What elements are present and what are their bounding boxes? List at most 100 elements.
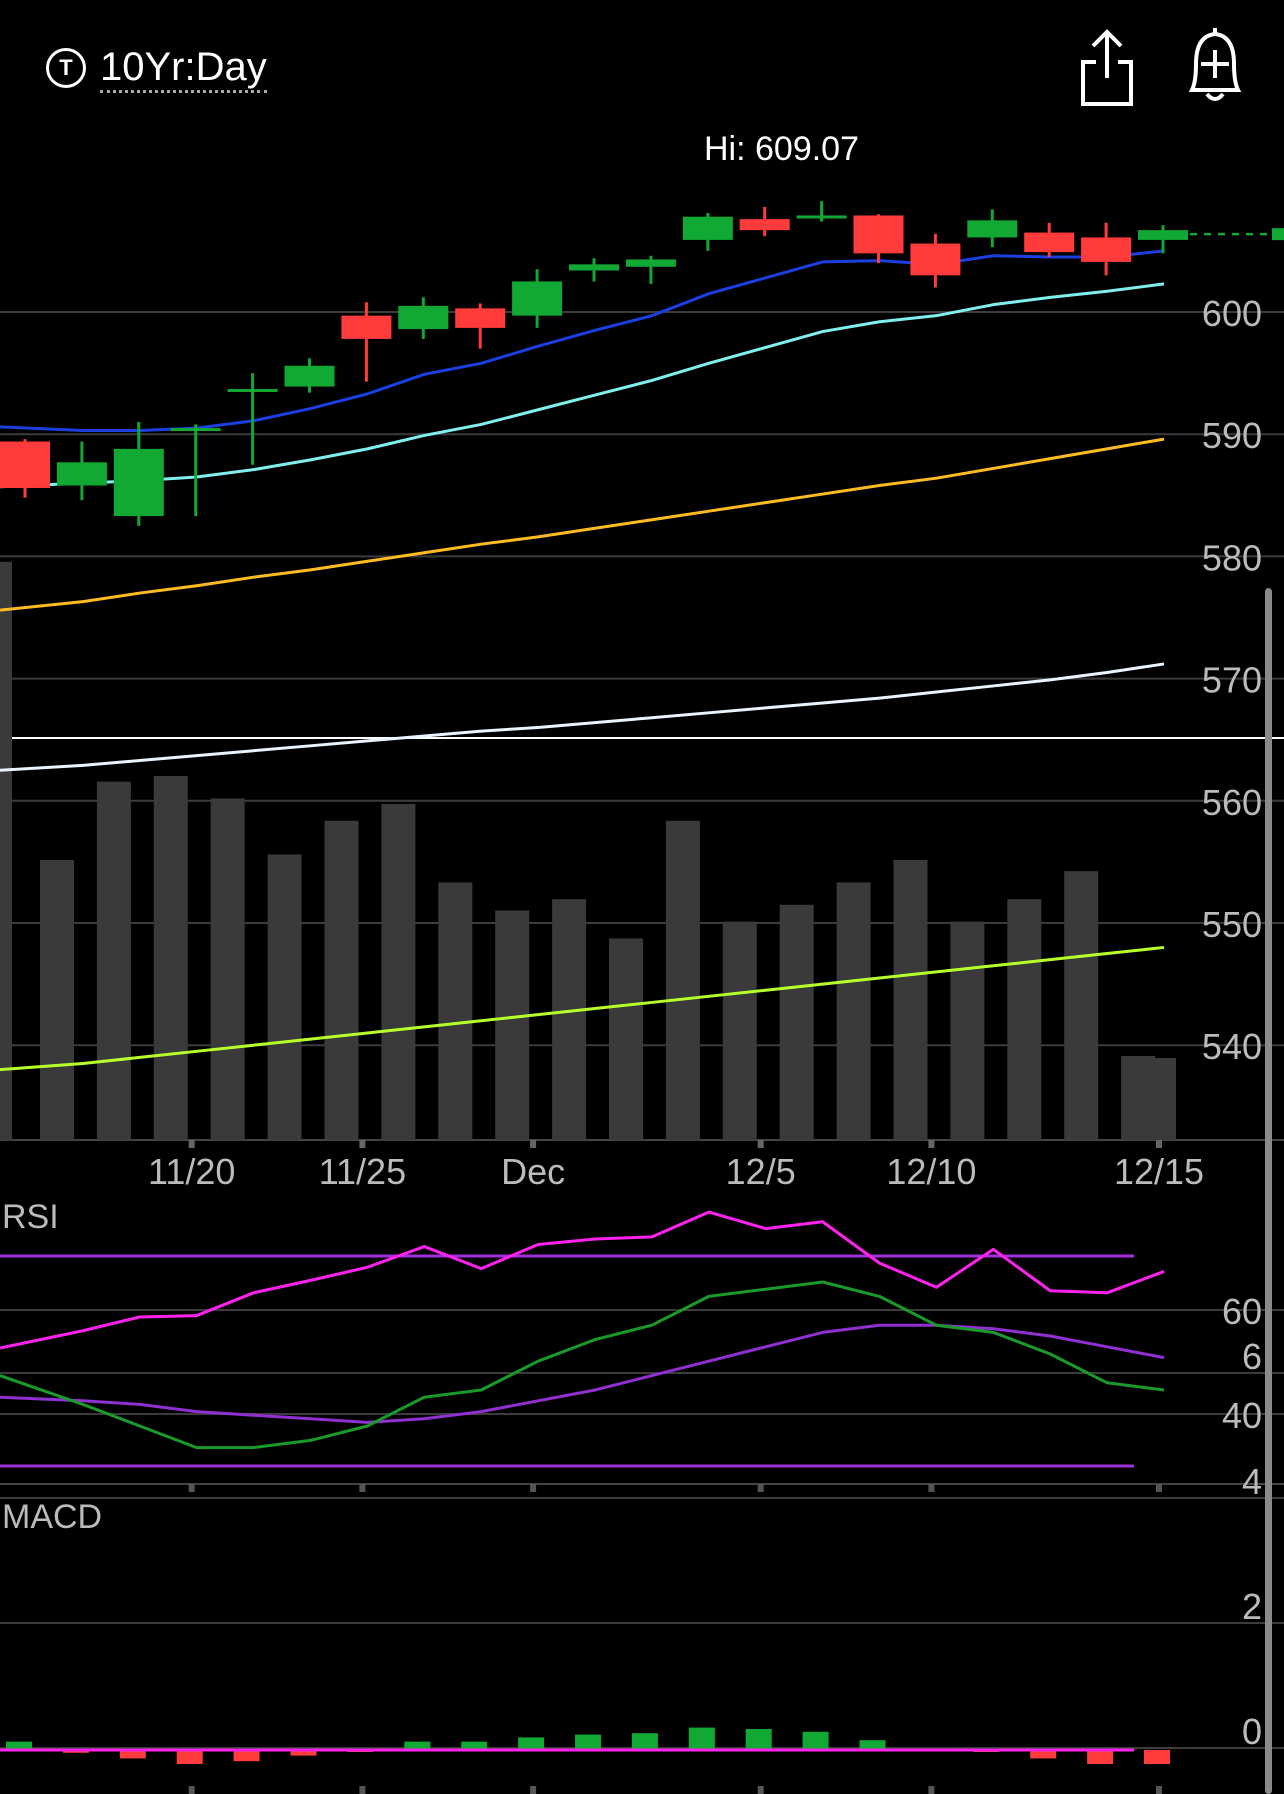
vertical-scrollbar[interactable] (1265, 588, 1272, 1794)
ma50-line (0, 437, 1165, 612)
macd-tick-label: 2 (1242, 1586, 1262, 1627)
macd-panel: MACD 0 2 4 6 (0, 1280, 1284, 1794)
candle-up (284, 365, 335, 387)
volume-bar (40, 860, 74, 1140)
price-tick-label: 580 (1202, 537, 1262, 578)
macd-histogram-bar (1087, 1750, 1114, 1764)
macd-histogram-bar (688, 1727, 715, 1750)
volume-bar (665, 820, 700, 1140)
date-tick-label: 12/10 (886, 1151, 976, 1192)
macd-tick-label: 6 (1242, 1336, 1262, 1377)
macd-histogram-bar (6, 1741, 32, 1750)
share-button[interactable] (1076, 26, 1138, 108)
volume-bar (324, 820, 359, 1140)
date-tick-label: 11/25 (319, 1151, 406, 1192)
volume-bar (495, 910, 530, 1140)
volume-bar (609, 938, 643, 1140)
bell-plus-icon (1188, 28, 1242, 101)
volume-bar (381, 804, 416, 1140)
ma9-line (0, 249, 1165, 433)
volume-bar (210, 798, 245, 1140)
chart-header: T 10Yr:Day (0, 0, 1284, 130)
macd-histogram-bar (233, 1750, 260, 1762)
volume-bar (153, 776, 188, 1140)
add-alert-button[interactable] (1180, 24, 1250, 108)
candle-up (796, 215, 847, 219)
candle-up (569, 264, 619, 271)
rsi-line (0, 1210, 1165, 1350)
macd-histogram-bar (290, 1750, 317, 1756)
candle-up (682, 216, 733, 240)
volume-bar (1007, 899, 1042, 1140)
candle-up (512, 281, 563, 316)
volume-ma-line (0, 945, 1165, 1072)
high-price-label: Hi: 609.07 (704, 130, 859, 168)
macd-line (0, 1280, 1165, 1450)
macd-histogram-bar (802, 1731, 829, 1750)
price-tick-label: 590 (1202, 415, 1262, 456)
price-tick-label: 600 (1202, 293, 1262, 334)
candle-down (853, 215, 904, 254)
macd-tick-label: 0 (1242, 1711, 1262, 1752)
candle-up (967, 220, 1018, 238)
candle-up (56, 462, 107, 486)
candle-down (341, 315, 392, 339)
symbol-badge-icon: T (46, 48, 86, 88)
macd-histogram-bar (631, 1733, 658, 1750)
volume-bar (1064, 871, 1099, 1140)
date-tick-label: 11/20 (148, 1151, 235, 1192)
moving-averages (0, 249, 1165, 1072)
macd-histogram-bar (518, 1737, 545, 1750)
macd-histogram-bar (1144, 1750, 1170, 1764)
volume-bar (438, 882, 473, 1140)
candle-up (113, 448, 164, 517)
last-price-marker (1272, 228, 1284, 241)
volume-bar (722, 921, 757, 1140)
candle-down (910, 243, 961, 276)
candle-up (170, 428, 221, 432)
macd-signal-line (0, 1323, 1165, 1424)
timeframe-label[interactable]: 10Yr:Day (100, 44, 267, 93)
candle-down (1024, 232, 1075, 253)
rsi-title: RSI (2, 1198, 59, 1236)
candlesticks (0, 201, 1284, 526)
volume-bar (950, 921, 985, 1140)
macd-histogram-bar (176, 1750, 203, 1764)
macd-histogram-bar (745, 1729, 772, 1750)
symbol-selector[interactable]: T 10Yr:Day (46, 38, 267, 98)
price-axis-labels: 540 550 560 570 580 590 600 (1202, 293, 1262, 1067)
volume-bar (836, 882, 871, 1140)
date-tick-label: Dec (501, 1151, 565, 1192)
macd-histogram-bar (461, 1741, 488, 1750)
price-tick-label: 570 (1202, 660, 1262, 701)
price-tick-label: 560 (1202, 782, 1262, 823)
volume-bar (552, 899, 587, 1140)
ma200-line (0, 662, 1165, 772)
macd-histogram-bar (119, 1750, 146, 1759)
macd-histogram-bar (1030, 1750, 1057, 1759)
date-axis-labels: 11/20 11/25 Dec 12/5 12/10 12/15 (148, 1140, 1204, 1192)
volume-bar (893, 860, 928, 1140)
candle-up (398, 305, 449, 330)
volume-bar (0, 561, 12, 1140)
volume-bar (779, 904, 814, 1140)
macd-histogram-bar (859, 1740, 886, 1750)
macd-histogram-bar (404, 1741, 431, 1750)
candle-down (455, 308, 506, 328)
date-tick-label: 12/5 (726, 1151, 796, 1192)
macd-tick-label: 4 (1242, 1461, 1262, 1502)
candle-up (1138, 230, 1188, 240)
ma20-line (0, 282, 1165, 489)
volume-bar (267, 854, 302, 1140)
candle-up (227, 388, 278, 392)
date-tick-label: 12/15 (1114, 1151, 1204, 1192)
price-tick-label: 540 (1202, 1026, 1262, 1067)
share-icon (1081, 29, 1133, 106)
macd-title: MACD (2, 1498, 102, 1536)
candle-down (739, 219, 790, 231)
rsi-tick-label: 40 (1222, 1395, 1262, 1436)
rsi-tick-label: 60 (1222, 1291, 1262, 1332)
candle-down (1081, 237, 1132, 262)
volume-bar (96, 781, 131, 1140)
